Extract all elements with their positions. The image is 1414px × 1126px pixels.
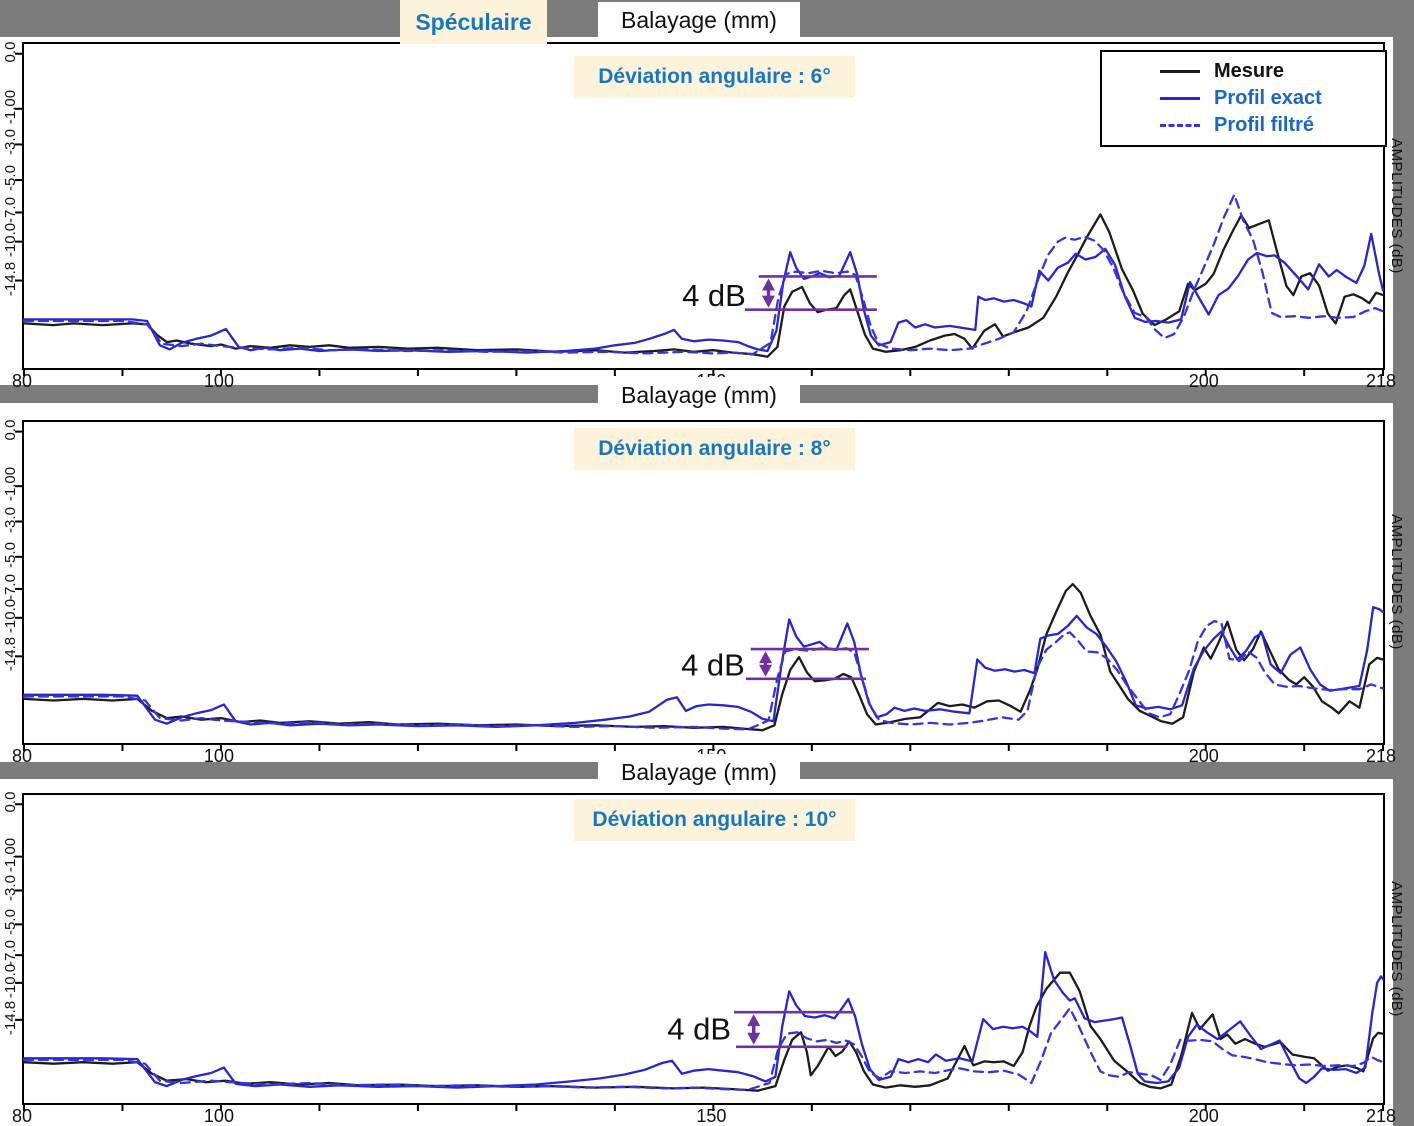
deviation-label-6deg: Déviation angulaire : 6° <box>574 56 855 98</box>
legend-line-profil-exact <box>1160 97 1200 100</box>
speculaire-label: Spéculaire <box>400 0 547 44</box>
annotation-4db-text: 4 dB <box>682 278 746 313</box>
legend-item-mesure: Mesure <box>1160 58 1385 85</box>
deviation-label-8deg: Déviation angulaire : 8° <box>574 428 855 470</box>
y-tick-label: -14.8 <box>2 1000 19 1035</box>
legend-label-mesure: Mesure <box>1214 60 1285 82</box>
yaxis-title-panel-3: AMPLITUDES (dB) <box>1387 874 1405 1024</box>
x-tick-label: 100 <box>203 746 234 766</box>
y-tick-label: 0.0 <box>2 791 19 813</box>
x-tick-label: 150 <box>696 1106 727 1126</box>
legend: Mesure Profil exact Profil filtré <box>1100 50 1387 147</box>
xaxis-title-panel-3: Balayage (mm) <box>598 754 800 790</box>
series-profil-filtr- <box>22 1007 1385 1092</box>
x-tick-label: 218 <box>1365 746 1397 766</box>
x-tick-label: 80 <box>11 746 33 766</box>
series-mesure <box>22 582 1385 732</box>
series-profil-exact <box>22 950 1385 1089</box>
xaxis-title-text: Balayage (mm) <box>621 6 777 33</box>
legend-item-profil-exact: Profil exact <box>1160 85 1385 112</box>
annotation-4db-text: 4 dB <box>681 647 745 682</box>
x-tick-label: 200 <box>1188 371 1219 391</box>
xaxis-title-text: Balayage (mm) <box>621 758 777 785</box>
x-tick-label: 218 <box>1365 1106 1397 1126</box>
deviation-text: Déviation angulaire : 8° <box>598 437 831 460</box>
series-profil-filtr- <box>22 193 1385 356</box>
yaxis-title-text: AMPLITUDES (dB) <box>1388 514 1405 650</box>
plot-area-6deg: 4 dB <box>15 52 1385 376</box>
legend-line-profil-filtre <box>1160 124 1200 127</box>
y-tick-label: -14.8 <box>2 637 19 672</box>
legend-label-profil-filtre: Profil filtré <box>1214 114 1315 136</box>
plot-box-8deg: 4 dB <box>15 420 1385 751</box>
plot-area-10deg: 4 dB <box>15 803 1385 1111</box>
x-tick-label: 200 <box>1188 1106 1219 1126</box>
legend-label-profil-exact: Profil exact <box>1214 87 1322 109</box>
x-tick-label: 80 <box>11 371 33 391</box>
y-tick-label: -14.8 <box>2 261 19 296</box>
speculaire-text: Spéculaire <box>415 8 532 35</box>
y-tick-label: 0.0 <box>2 419 19 441</box>
legend-line-mesure <box>1160 70 1200 73</box>
x-tick-label: 80 <box>11 1106 33 1126</box>
deviation-text: Déviation angulaire : 6° <box>598 65 831 88</box>
yaxis-title-panel-1: AMPLITUDES (dB) <box>1387 131 1405 281</box>
yaxis-title-text: AMPLITUDES (dB) <box>1388 881 1405 1017</box>
series-profil-filtr- <box>22 619 1385 731</box>
deviation-text: Déviation angulaire : 10° <box>592 808 837 831</box>
x-tick-label: 200 <box>1188 746 1219 766</box>
plot-box-10deg: 4 dB <box>15 793 1385 1111</box>
xaxis-title-panel-1: Balayage (mm) <box>598 2 800 38</box>
y-tick-label: 0.0 <box>2 41 19 63</box>
x-tick-label: 100 <box>203 1106 234 1126</box>
plot-area-8deg: 4 dB <box>15 430 1385 751</box>
legend-item-profil-filtre: Profil filtré <box>1160 112 1385 139</box>
yaxis-title-panel-2: AMPLITUDES (dB) <box>1387 507 1405 657</box>
xaxis-title-panel-2: Balayage (mm) <box>598 377 800 413</box>
annotation-4db-text: 4 dB <box>667 1011 731 1046</box>
yaxis-title-text: AMPLITUDES (dB) <box>1388 138 1405 274</box>
x-tick-label: 218 <box>1365 371 1397 391</box>
xaxis-title-text: Balayage (mm) <box>621 381 777 408</box>
x-tick-label: 100 <box>203 371 234 391</box>
deviation-label-10deg: Déviation angulaire : 10° <box>574 799 855 841</box>
